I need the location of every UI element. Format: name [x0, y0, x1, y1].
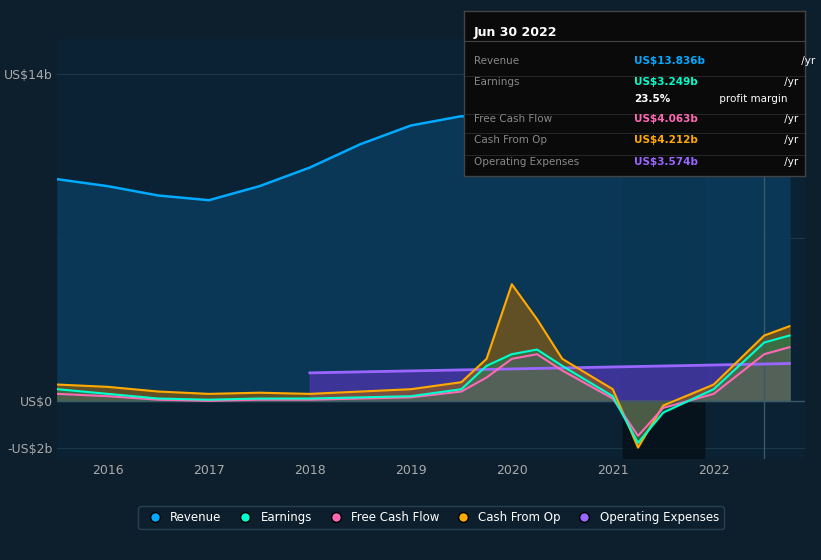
Text: Operating Expenses: Operating Expenses — [474, 157, 580, 166]
Text: Revenue: Revenue — [474, 56, 519, 66]
Text: Cash From Op: Cash From Op — [474, 135, 547, 145]
Text: /yr: /yr — [782, 114, 799, 124]
Bar — [623, 39, 704, 459]
Text: US$4.063b: US$4.063b — [635, 114, 698, 124]
Text: /yr: /yr — [782, 77, 799, 87]
Legend: Revenue, Earnings, Free Cash Flow, Cash From Op, Operating Expenses: Revenue, Earnings, Free Cash Flow, Cash … — [139, 506, 723, 529]
Text: Free Cash Flow: Free Cash Flow — [474, 114, 553, 124]
Text: /yr: /yr — [798, 56, 815, 66]
Text: US$3.574b: US$3.574b — [635, 157, 698, 166]
Text: Earnings: Earnings — [474, 77, 520, 87]
Text: /yr: /yr — [782, 157, 799, 166]
Text: profit margin: profit margin — [716, 94, 787, 104]
Text: /yr: /yr — [782, 135, 799, 145]
Text: 23.5%: 23.5% — [635, 94, 671, 104]
Text: US$13.836b: US$13.836b — [635, 56, 705, 66]
Text: US$4.212b: US$4.212b — [635, 135, 698, 145]
Text: US$3.249b: US$3.249b — [635, 77, 698, 87]
Text: Jun 30 2022: Jun 30 2022 — [474, 26, 557, 39]
